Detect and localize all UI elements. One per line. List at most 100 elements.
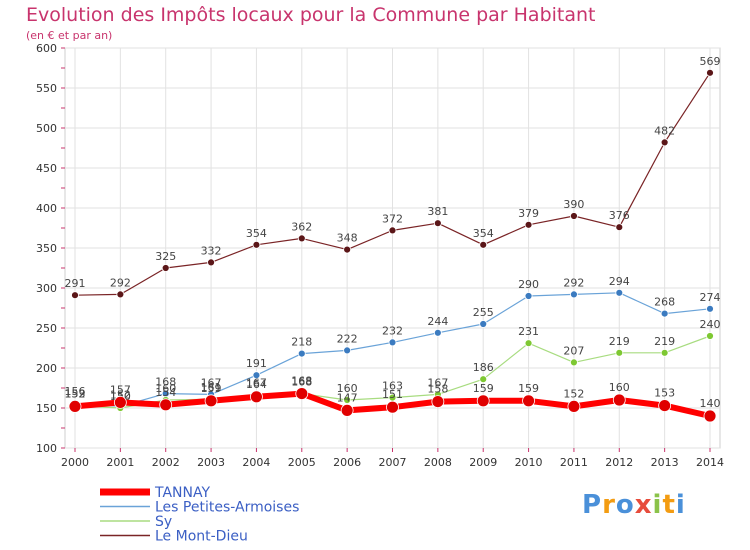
data-point-sy <box>570 358 578 367</box>
data-label-tannay: 168 <box>291 375 312 388</box>
data-label-tannay: 159 <box>201 382 222 395</box>
data-point-tannay <box>340 403 354 417</box>
legend-label-sy: Sy <box>155 514 172 530</box>
x-tick-label: 2012 <box>605 456 633 469</box>
data-label-les-petites-armoises: 156 <box>65 385 86 398</box>
data-point-les-petites-armoises <box>479 320 488 328</box>
data-label-tannay: 158 <box>427 383 448 396</box>
x-tick-label: 2004 <box>242 456 270 469</box>
data-point-sy <box>479 375 488 384</box>
data-label-sy: 186 <box>473 361 494 374</box>
data-point-tannay <box>612 393 626 407</box>
data-label-les-petites-armoises: 168 <box>155 376 176 389</box>
data-label-sy: 167 <box>246 376 267 389</box>
data-label-tannay: 154 <box>155 386 176 399</box>
logo-letter: i <box>675 490 686 520</box>
x-tick-label: 2007 <box>379 456 407 469</box>
data-point-les-petites-armoises <box>297 349 306 358</box>
data-point-tannay <box>522 394 535 408</box>
data-label-tannay: 159 <box>473 382 494 395</box>
data-point-le-mont-dieu <box>615 223 624 232</box>
y-tick-label: 250 <box>36 322 57 335</box>
data-point-tannay <box>431 395 445 409</box>
y-tick-label: 550 <box>36 82 57 95</box>
x-tick-label: 2005 <box>288 456 316 469</box>
data-point-sy <box>524 339 533 348</box>
logo-letter: t <box>662 490 676 520</box>
data-label-sy: 167 <box>427 376 448 389</box>
data-point-le-mont-dieu <box>252 240 261 249</box>
data-label-sy: 207 <box>563 344 584 357</box>
data-label-le-mont-dieu: 354 <box>246 227 267 240</box>
data-point-tannay <box>68 399 82 413</box>
data-point-les-petites-armoises <box>252 371 261 380</box>
data-label-le-mont-dieu: 390 <box>563 198 584 211</box>
data-point-le-mont-dieu <box>388 226 397 235</box>
data-label-les-petites-armoises: 167 <box>201 376 222 389</box>
x-tick-label: 2010 <box>515 456 543 469</box>
data-point-tannay <box>113 395 127 409</box>
x-tick-label: 2003 <box>197 456 225 469</box>
data-label-tannay: 151 <box>382 388 403 401</box>
chart-title: Evolution des Impôts locaux pour la Comm… <box>26 4 596 26</box>
data-label-sy: 153 <box>65 388 86 401</box>
data-label-tannay: 160 <box>609 381 630 394</box>
logo-letter: r <box>602 490 616 520</box>
data-point-les-petites-armoises <box>706 304 714 313</box>
legend-label-le-mont-dieu: Le Mont-Dieu <box>155 529 248 545</box>
y-tick-label: 150 <box>36 402 57 415</box>
data-label-le-mont-dieu: 354 <box>473 227 494 240</box>
data-point-les-petites-armoises <box>570 290 578 299</box>
x-tick-label: 2000 <box>61 456 89 469</box>
logo-letter: i <box>652 490 663 520</box>
data-label-sy: 219 <box>609 335 630 348</box>
data-point-les-petites-armoises <box>388 338 397 347</box>
x-tick-label: 2014 <box>696 456 724 469</box>
data-point-sy <box>660 348 669 357</box>
data-point-le-mont-dieu <box>570 212 578 220</box>
data-label-les-petites-armoises: 191 <box>246 357 267 370</box>
data-label-les-petites-armoises: 294 <box>609 275 630 288</box>
y-tick-label: 500 <box>36 122 57 135</box>
data-label-sy: 168 <box>291 376 312 389</box>
data-label-sy: 161 <box>201 381 222 394</box>
data-label-sy: 231 <box>518 325 539 338</box>
logo-letter: P <box>582 490 603 520</box>
data-label-le-mont-dieu: 381 <box>427 205 448 218</box>
data-point-les-petites-armoises <box>660 309 669 318</box>
y-tick-label: 400 <box>36 202 57 215</box>
data-label-le-mont-dieu: 332 <box>201 244 222 257</box>
data-label-le-mont-dieu: 379 <box>518 207 539 220</box>
data-point-tannay <box>476 394 490 408</box>
data-point-sy <box>615 348 624 357</box>
x-tick-label: 2001 <box>106 456 134 469</box>
data-point-sy <box>706 332 714 340</box>
data-label-tannay: 164 <box>246 378 267 391</box>
data-label-sy: 160 <box>337 382 358 395</box>
data-label-le-mont-dieu: 376 <box>609 209 630 222</box>
y-tick-label: 600 <box>36 42 57 55</box>
data-point-tannay <box>159 398 173 412</box>
logo-letter: x <box>634 490 653 520</box>
y-tick-label: 300 <box>36 282 57 295</box>
data-point-le-mont-dieu <box>116 290 125 299</box>
data-label-le-mont-dieu: 348 <box>337 232 358 245</box>
data-label-tannay: 140 <box>700 397 721 410</box>
data-label-les-petites-armoises: 274 <box>700 291 721 304</box>
data-point-le-mont-dieu <box>706 68 714 77</box>
data-label-les-petites-armoises: 232 <box>382 324 403 337</box>
data-label-le-mont-dieu: 482 <box>654 124 675 137</box>
legend-label-les-petites-armoises: Les Petites-Armoises <box>155 500 299 516</box>
data-point-tannay <box>204 394 218 408</box>
data-point-les-petites-armoises <box>343 346 352 355</box>
data-label-sy: 219 <box>654 335 675 348</box>
data-label-tannay: 152 <box>563 387 584 400</box>
data-label-tannay: 147 <box>337 391 358 404</box>
data-label-tannay: 157 <box>110 383 131 396</box>
data-point-les-petites-armoises <box>524 292 533 300</box>
proxiti-logo: Proxiti <box>582 490 686 520</box>
data-point-tannay <box>567 399 581 413</box>
y-tick-label: 200 <box>36 362 57 375</box>
data-label-le-mont-dieu: 325 <box>155 250 176 263</box>
